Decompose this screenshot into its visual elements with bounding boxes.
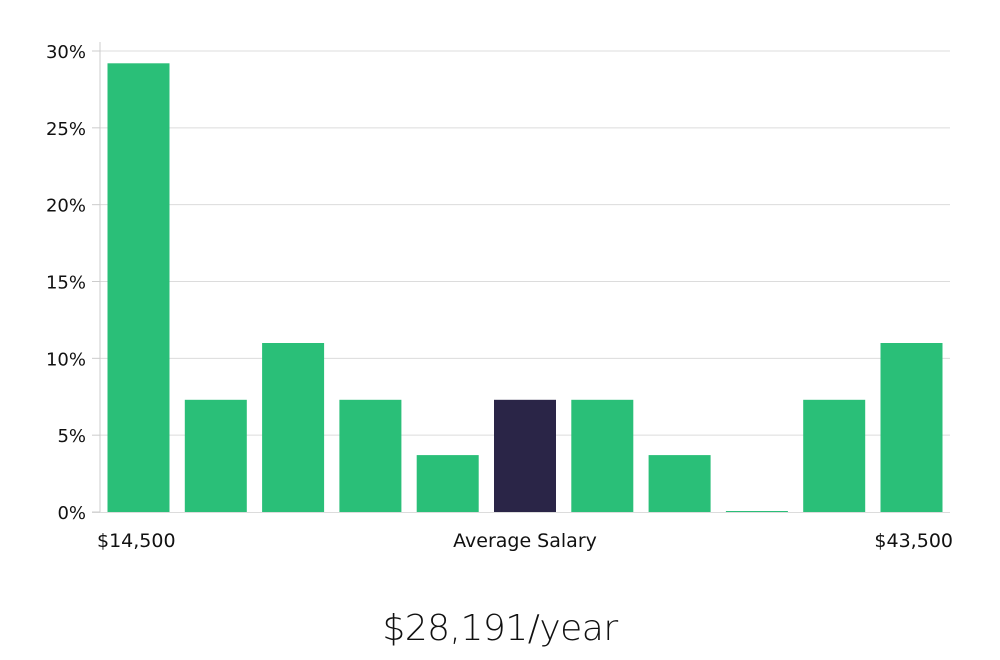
y-tick-label: 15% [46,273,86,294]
average-salary-value: $28,191/year [382,608,618,649]
bar[interactable] [571,399,634,512]
y-tick-label: 5% [57,426,86,447]
bars [107,63,943,513]
bar[interactable] [339,399,402,512]
bar[interactable] [803,399,866,512]
bar[interactable] [648,455,711,512]
bar-average-salary[interactable] [494,399,556,512]
bar[interactable] [725,511,788,512]
gridlines [92,50,950,513]
y-tick-label: 10% [46,349,86,370]
bar[interactable] [184,399,247,512]
y-tick-label: 0% [57,503,86,524]
salary-distribution-chart: 0% 5% 10% 15% 20% 25% 30% $14,500 Average Sala… [46,42,953,552]
x-min-label: $14,500 [97,530,176,552]
bar[interactable] [107,63,170,513]
x-max-label: $43,500 [874,530,953,552]
y-axis-ticks: 0% 5% 10% 15% 20% 25% 30% [46,42,100,524]
y-tick-label: 25% [46,119,86,140]
bar[interactable] [262,343,325,512]
x-axis-title: Average Salary [453,530,597,552]
bar[interactable] [880,343,943,512]
y-tick-label: 20% [46,196,86,217]
y-tick-label: 30% [46,42,86,63]
bar[interactable] [416,455,479,512]
